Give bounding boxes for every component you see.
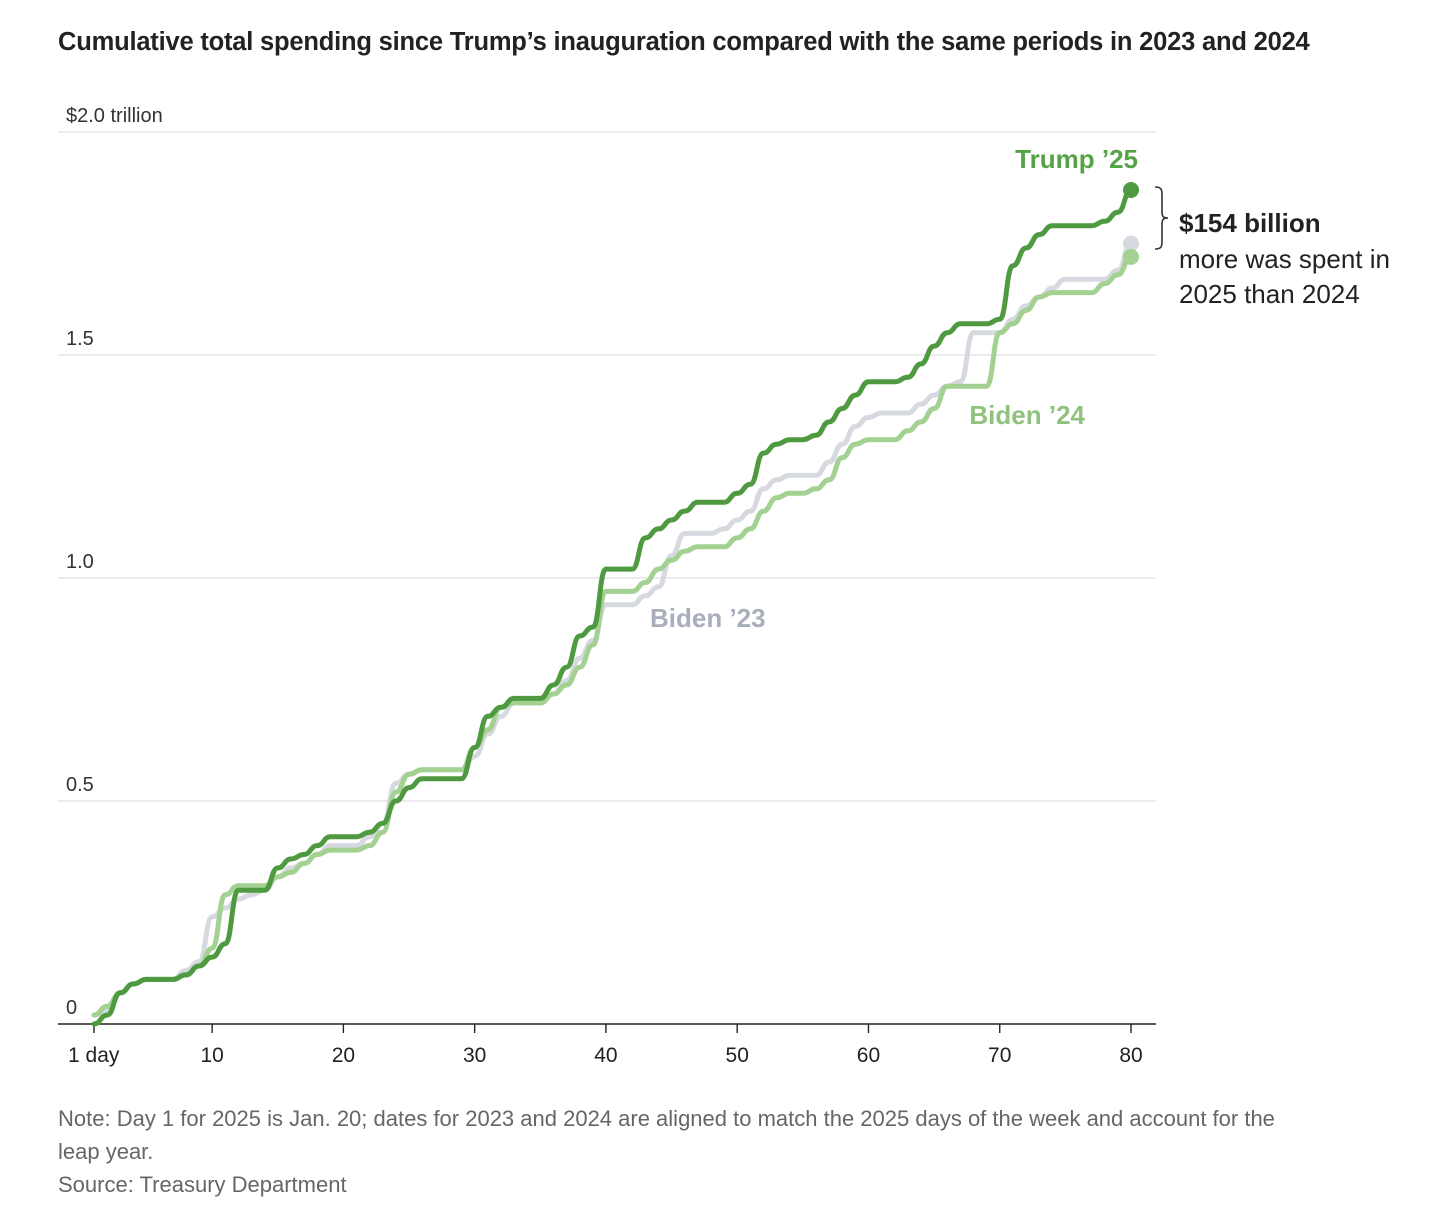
y-tick-label: $2.0 trillion xyxy=(66,105,163,127)
x-axis: 1 day 10 20 30 40 50 60 70 80 xyxy=(58,1023,1156,1067)
end-point-trump-25 xyxy=(1123,181,1139,198)
end-point-biden-23 xyxy=(1123,235,1139,252)
x-tick-label: 40 xyxy=(594,1044,617,1067)
x-tick-label: 50 xyxy=(726,1044,749,1067)
y-tick-label: 1.0 xyxy=(66,551,94,573)
annotation-text-line-1: more was spent in xyxy=(1179,244,1390,274)
x-tick-label: 60 xyxy=(857,1044,880,1067)
series-label-biden-24: Biden ’24 xyxy=(969,400,1085,430)
end-markers xyxy=(1123,181,1139,265)
source-text: Source: Treasury Department xyxy=(58,1172,347,1197)
x-tick-label: 20 xyxy=(332,1044,355,1067)
y-tick-label: 0 xyxy=(66,997,77,1019)
series-line-biden-24 xyxy=(91,254,1134,1018)
series-line-biden-23 xyxy=(91,241,1134,1018)
note-text: Note: Day 1 for 2025 is Jan. 20; dates f… xyxy=(58,1106,1275,1164)
series-lines xyxy=(91,187,1134,1027)
chart-title: Cumulative total spending since Trump’s … xyxy=(58,28,1310,56)
end-point-biden-24 xyxy=(1123,248,1139,265)
chart-notes: Note: Day 1 for 2025 is Jan. 20; dates f… xyxy=(58,1102,1418,1201)
annotation-value: $154 billion xyxy=(1179,208,1321,238)
difference-annotation: $154 billion more was spent in 2025 than… xyxy=(1154,186,1390,309)
x-tick-label: 1 day xyxy=(68,1044,120,1067)
annotation-text-line-2: 2025 than 2024 xyxy=(1179,279,1360,309)
y-axis-tick-labels: 0 0.5 1.0 1.5 $2.0 trillion xyxy=(66,105,163,1019)
x-tick-label: 10 xyxy=(200,1044,223,1067)
x-tick-label: 70 xyxy=(988,1044,1011,1067)
series-label-biden-23: Biden ’23 xyxy=(650,603,766,633)
gridlines xyxy=(58,131,1156,802)
x-tick-label: 80 xyxy=(1119,1044,1142,1067)
annotation-brace xyxy=(1154,186,1169,250)
x-tick-label: 30 xyxy=(463,1044,486,1067)
y-tick-label: 0.5 xyxy=(66,774,94,796)
y-tick-label: 1.5 xyxy=(66,328,94,350)
series-labels: Biden ’23 Biden ’24 Trump ’25 xyxy=(650,144,1138,633)
series-line-trump-25 xyxy=(91,187,1134,1027)
series-label-trump-25: Trump ’25 xyxy=(1015,144,1138,174)
